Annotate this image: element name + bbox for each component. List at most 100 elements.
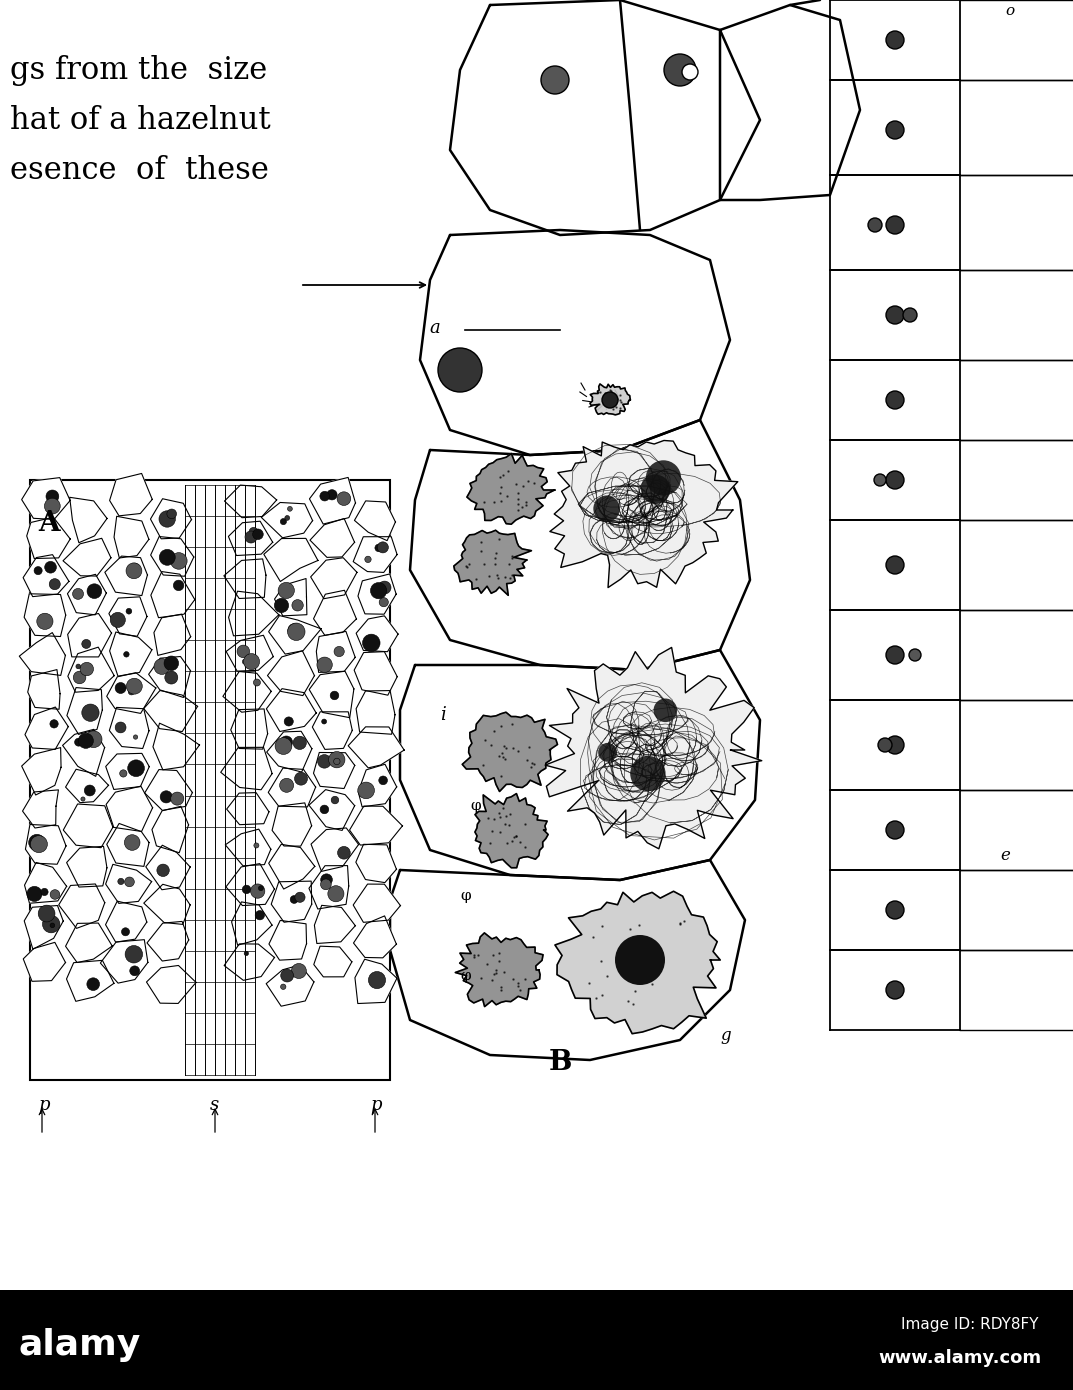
Polygon shape bbox=[229, 521, 273, 556]
Circle shape bbox=[155, 659, 170, 674]
Circle shape bbox=[438, 348, 482, 392]
Circle shape bbox=[36, 613, 53, 630]
Circle shape bbox=[322, 719, 326, 724]
Circle shape bbox=[292, 599, 304, 612]
Polygon shape bbox=[266, 688, 317, 731]
Polygon shape bbox=[150, 537, 194, 577]
Circle shape bbox=[128, 760, 145, 777]
Polygon shape bbox=[109, 632, 152, 676]
Circle shape bbox=[259, 885, 263, 891]
Circle shape bbox=[82, 639, 91, 649]
Polygon shape bbox=[455, 933, 543, 1006]
Circle shape bbox=[73, 588, 84, 599]
Circle shape bbox=[75, 738, 83, 746]
Circle shape bbox=[164, 656, 178, 670]
Circle shape bbox=[133, 735, 137, 739]
Polygon shape bbox=[275, 578, 307, 616]
Circle shape bbox=[378, 542, 388, 553]
Circle shape bbox=[87, 977, 100, 991]
Text: alamy: alamy bbox=[19, 1327, 142, 1362]
Circle shape bbox=[280, 518, 286, 524]
Circle shape bbox=[126, 609, 132, 614]
Polygon shape bbox=[311, 557, 357, 599]
Polygon shape bbox=[317, 631, 355, 673]
Circle shape bbox=[30, 835, 47, 852]
Polygon shape bbox=[63, 803, 113, 848]
Polygon shape bbox=[25, 862, 67, 904]
Circle shape bbox=[664, 54, 696, 86]
Circle shape bbox=[242, 885, 251, 894]
Polygon shape bbox=[309, 790, 355, 830]
Polygon shape bbox=[153, 614, 191, 655]
Circle shape bbox=[120, 770, 127, 777]
Circle shape bbox=[288, 623, 302, 638]
Circle shape bbox=[130, 563, 139, 574]
Circle shape bbox=[251, 884, 265, 898]
Circle shape bbox=[255, 910, 265, 920]
Polygon shape bbox=[106, 823, 149, 866]
Polygon shape bbox=[358, 765, 397, 806]
Polygon shape bbox=[21, 478, 70, 520]
Circle shape bbox=[293, 737, 306, 749]
Polygon shape bbox=[68, 648, 114, 692]
Circle shape bbox=[327, 489, 337, 500]
Polygon shape bbox=[267, 731, 312, 771]
Circle shape bbox=[332, 796, 339, 803]
Circle shape bbox=[281, 969, 294, 981]
Circle shape bbox=[176, 795, 182, 801]
Circle shape bbox=[115, 682, 127, 694]
Polygon shape bbox=[356, 691, 395, 734]
Polygon shape bbox=[354, 500, 396, 541]
Text: hat of a hazelnut: hat of a hazelnut bbox=[10, 106, 270, 136]
Circle shape bbox=[124, 835, 139, 851]
Polygon shape bbox=[267, 651, 314, 695]
Circle shape bbox=[317, 657, 333, 673]
Text: B: B bbox=[548, 1049, 572, 1076]
Circle shape bbox=[111, 613, 126, 627]
Polygon shape bbox=[312, 712, 352, 749]
Polygon shape bbox=[271, 881, 312, 922]
Polygon shape bbox=[150, 499, 191, 539]
Circle shape bbox=[280, 735, 293, 749]
Polygon shape bbox=[348, 727, 405, 767]
Polygon shape bbox=[309, 477, 355, 524]
Polygon shape bbox=[353, 916, 396, 958]
Circle shape bbox=[127, 678, 143, 694]
Circle shape bbox=[129, 688, 134, 695]
Polygon shape bbox=[70, 498, 107, 542]
Bar bbox=[0, 1290, 1073, 1390]
Circle shape bbox=[330, 691, 339, 699]
Polygon shape bbox=[114, 516, 149, 557]
Text: g: g bbox=[720, 1027, 731, 1044]
Polygon shape bbox=[350, 806, 402, 845]
Circle shape bbox=[165, 671, 178, 684]
Polygon shape bbox=[147, 922, 189, 960]
Text: s: s bbox=[210, 1095, 219, 1113]
Polygon shape bbox=[144, 884, 190, 924]
Polygon shape bbox=[24, 555, 69, 596]
Polygon shape bbox=[226, 635, 274, 671]
Circle shape bbox=[886, 735, 903, 753]
Polygon shape bbox=[313, 591, 356, 635]
Polygon shape bbox=[26, 824, 67, 865]
Polygon shape bbox=[62, 730, 104, 777]
Circle shape bbox=[275, 598, 289, 613]
Polygon shape bbox=[19, 632, 65, 676]
Circle shape bbox=[280, 984, 285, 990]
Circle shape bbox=[167, 509, 177, 518]
Circle shape bbox=[886, 391, 903, 409]
Circle shape bbox=[295, 773, 308, 785]
Polygon shape bbox=[67, 688, 102, 734]
Circle shape bbox=[328, 885, 344, 902]
Polygon shape bbox=[65, 923, 113, 962]
Polygon shape bbox=[555, 891, 720, 1034]
Polygon shape bbox=[232, 902, 273, 945]
Polygon shape bbox=[151, 571, 195, 617]
Polygon shape bbox=[467, 453, 555, 524]
Circle shape bbox=[237, 645, 250, 657]
Polygon shape bbox=[224, 559, 266, 599]
Circle shape bbox=[653, 699, 677, 723]
Text: www.alamy.com: www.alamy.com bbox=[879, 1350, 1042, 1366]
Circle shape bbox=[886, 31, 903, 49]
Circle shape bbox=[85, 785, 95, 796]
